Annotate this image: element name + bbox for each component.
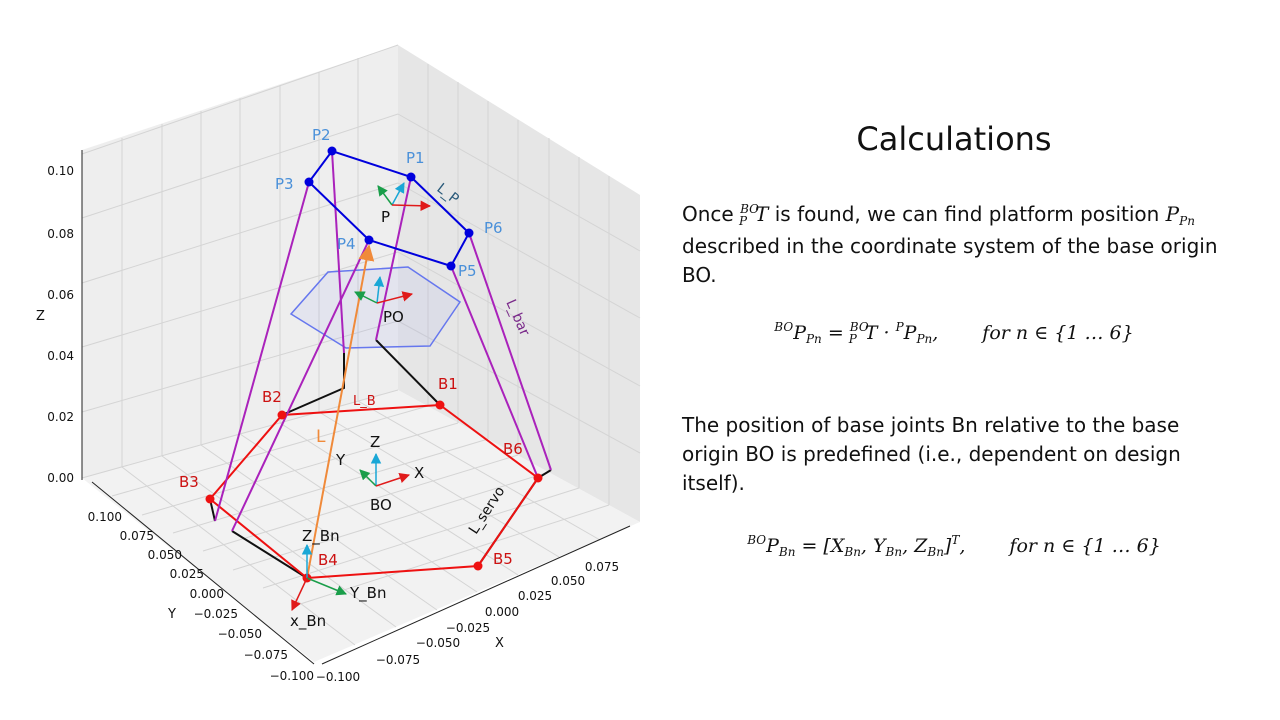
equation2-condition: for n ∈ {1 … 6}: [1009, 535, 1161, 557]
x-tick: 0.025: [518, 589, 552, 603]
position-inline: PPn: [1165, 202, 1195, 228]
label-p-frame: P: [381, 208, 390, 226]
stewart-platform-diagram: 0.00 0.02 0.04 0.06 0.08 0.10 Z 0.100 0.…: [36, 44, 641, 684]
base-labels: B1 B2 B3 B4 B5 B6: [179, 375, 523, 569]
frame-bo-axes: [359, 452, 410, 487]
base-joints: [205, 400, 543, 583]
y-tick: 0.025: [170, 567, 204, 581]
label-bo-y: Y: [335, 451, 346, 469]
calculations-panel: Calculations Once BOP T is found, we can …: [680, 0, 1280, 720]
label-l-b: L_B: [353, 394, 376, 409]
label-b2: B2: [262, 388, 282, 406]
label-p3: P3: [275, 175, 294, 193]
axis-edges: [81, 150, 631, 665]
z-tick: 0.06: [47, 288, 74, 302]
z-tick: 0.00: [47, 471, 74, 485]
label-bo-z: Z: [370, 433, 380, 451]
label-p6: P6: [484, 219, 503, 237]
label-b3: B3: [179, 473, 199, 491]
label-b1: B1: [438, 375, 458, 393]
label-bo-x: X: [414, 464, 424, 482]
para1-text-b: is found, we can find platform position: [768, 202, 1166, 226]
floor-pane: [82, 390, 640, 662]
label-bn-y: Y_Bn: [349, 584, 386, 603]
label-b6: B6: [503, 440, 523, 458]
y-tick: 0.050: [148, 548, 182, 562]
transform-inline: BOP T: [738, 202, 769, 228]
leg-vector-l: [306, 244, 375, 579]
x-axis-label: X: [495, 636, 504, 651]
z-tick: 0.10: [47, 164, 74, 178]
reference-hexagon: [289, 266, 462, 349]
y-tick-labels: 0.100 0.075 0.050 0.025 0.000 −0.025 −0.…: [88, 510, 314, 683]
y-tick: −0.100: [270, 669, 314, 683]
y-tick: 0.075: [120, 529, 154, 543]
paragraph-base-joints: The position of base joints Bn relative …: [682, 413, 1181, 495]
y-tick: −0.075: [244, 648, 288, 662]
label-b5: B5: [493, 550, 513, 568]
x-tick: 0.075: [585, 560, 619, 574]
frame-bn-axes: [291, 543, 347, 611]
platform-joints: [304, 146, 474, 271]
y-tick: −0.025: [194, 607, 238, 621]
y-tick: 0.000: [190, 587, 224, 601]
z-tick-labels: 0.00 0.02 0.04 0.06 0.08 0.10: [47, 164, 74, 485]
frame-labels: P PO BO Z Y X Z_Bn Y_Bn x_Bn: [290, 208, 424, 631]
x-tick-labels: −0.100 −0.075 −0.050 −0.025 0.000 0.025 …: [316, 560, 619, 684]
y-tick: −0.050: [218, 627, 262, 641]
equation-base-position: BOPBn = [XBn, YBn, ZBn]T, for n ∈ {1 … 6}: [747, 533, 1161, 559]
frame-p-axes: [377, 182, 432, 211]
label-bo-frame: BO: [370, 496, 392, 514]
z-tick: 0.08: [47, 227, 74, 241]
z-tick: 0.04: [47, 349, 74, 363]
label-p5: P5: [458, 262, 477, 280]
x-tick: −0.100: [316, 670, 360, 684]
platform-labels: P1 P2 P3 P4 P5 P6: [275, 126, 503, 280]
z-tick: 0.02: [47, 410, 74, 424]
para1-text-a: Once: [682, 202, 741, 226]
y-axis-label: Y: [167, 607, 176, 622]
label-bn-z: Z_Bn: [302, 527, 340, 546]
para1-text-c: described in the coordinate system of th…: [682, 234, 1218, 287]
x-tick: −0.050: [416, 636, 460, 650]
equation1-condition: for n ∈ {1 … 6}: [982, 322, 1134, 344]
panel-title: Calculations: [856, 120, 1052, 158]
z-axis-label: Z: [36, 309, 45, 324]
paragraph-platform-position: Once BOP T is found, we can find platform…: [682, 200, 1222, 290]
frame-po-axes: [354, 275, 414, 304]
label-p1: P1: [406, 149, 425, 167]
label-bn-x: x_Bn: [290, 612, 326, 631]
x-tick: −0.075: [376, 653, 420, 667]
label-po-frame: PO: [383, 308, 404, 326]
label-p4: P4: [337, 235, 356, 253]
x-tick: −0.025: [446, 621, 490, 635]
label-b4: B4: [318, 551, 338, 569]
x-tick: 0.050: [551, 574, 585, 588]
label-p2: P2: [312, 126, 331, 144]
y-tick: 0.100: [88, 510, 122, 524]
connecting-rods: [214, 150, 552, 532]
equation-platform-position: BOPPn = BOP T · PPPn, for n ∈ {1 … 6}: [774, 320, 1134, 346]
x-tick: 0.000: [485, 605, 519, 619]
label-l: L: [316, 427, 326, 447]
